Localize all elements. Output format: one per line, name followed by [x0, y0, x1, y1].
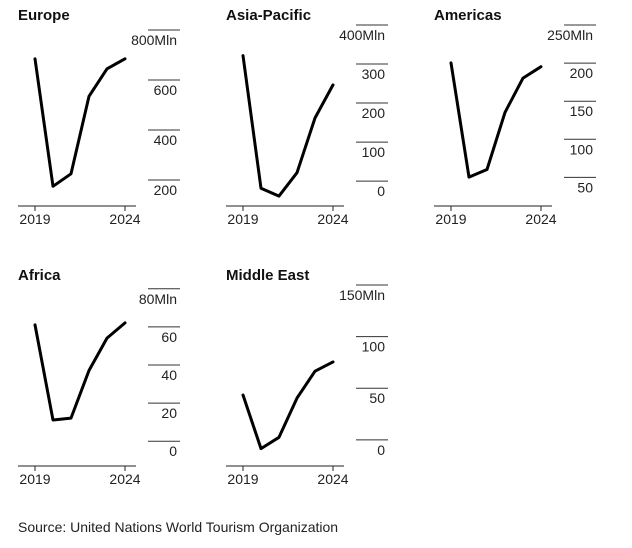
panel-africa: Africa 0 20 40 60 80Mln 2019 2024 [18, 267, 180, 487]
y-tick-label: 80Mln [139, 291, 177, 307]
x-tick-label: 2024 [525, 211, 556, 227]
data-point [52, 419, 55, 422]
panel-americas: Americas 50 100 150 200 250Mln 2019 2024 [434, 7, 596, 227]
data-point [242, 393, 245, 396]
panel-title-americas: Americas [434, 7, 502, 24]
data-point [70, 417, 73, 420]
source-note: Source: United Nations World Tourism Org… [18, 519, 339, 535]
x-tick-label: 2019 [19, 211, 50, 227]
data-point [242, 54, 245, 57]
data-point [314, 370, 317, 373]
data-point [296, 171, 299, 174]
data-point [540, 65, 543, 68]
data-point [88, 95, 91, 98]
x-tick-label: 2024 [317, 471, 348, 487]
panel-title-middle-east: Middle East [226, 267, 309, 284]
y-tick-label: 800Mln [131, 32, 177, 48]
data-point [52, 185, 55, 188]
y-tick-label: 0 [377, 183, 385, 199]
panel-asia-pacific: Asia-Pacific 0 100 200 300 400Mln 2019 2024 [226, 7, 388, 227]
x-tick-label: 2019 [19, 471, 50, 487]
x-tick-label: 2024 [109, 471, 140, 487]
data-point [70, 172, 73, 175]
y-tick-label: 200 [362, 105, 386, 121]
x-tick-label: 2019 [227, 471, 258, 487]
series-line-africa [33, 321, 127, 422]
data-point [522, 77, 525, 80]
y-tick-label: 200 [154, 182, 178, 198]
data-point [314, 117, 317, 120]
data-point [260, 447, 263, 450]
y-tick-label: 200 [570, 65, 594, 81]
panel-middle-east: Middle East 0 50 100 150Mln 2019 2024 [226, 267, 388, 487]
data-point [296, 397, 299, 400]
series-line-europe [33, 57, 127, 188]
y-tick-label: 400 [154, 132, 178, 148]
x-tick-label: 2024 [317, 211, 348, 227]
y-tick-label: 600 [154, 82, 178, 98]
x-tick-label: 2019 [435, 211, 466, 227]
data-point [504, 111, 507, 114]
y-tick-label: 60 [161, 329, 177, 345]
data-point [88, 369, 91, 372]
series-line-americas [449, 61, 543, 179]
panel-title-europe: Europe [18, 7, 70, 24]
y-tick-label: 300 [362, 66, 386, 82]
data-point [124, 57, 127, 60]
data-point [332, 83, 335, 86]
y-tick-label: 150 [570, 103, 594, 119]
x-tick-label: 2019 [227, 211, 258, 227]
data-point [278, 195, 281, 198]
data-point [34, 57, 37, 60]
data-point [468, 176, 471, 179]
y-tick-label: 50 [577, 179, 593, 195]
data-point [106, 337, 109, 340]
series-line-middle-east [241, 360, 335, 451]
y-tick-label: 0 [377, 442, 385, 458]
panel-title-africa: Africa [18, 267, 61, 284]
y-tick-label: 150Mln [339, 287, 385, 303]
y-tick-label: 100 [570, 141, 594, 157]
data-point [486, 168, 489, 171]
y-tick-label: 100 [362, 144, 386, 160]
panel-europe: Europe 200 400 600 800Mln 2019 2024 [18, 7, 180, 227]
panel-title-asia-pacific: Asia-Pacific [226, 7, 311, 24]
y-tick-label: 400Mln [339, 27, 385, 43]
data-point [34, 323, 37, 326]
y-tick-label: 20 [161, 405, 177, 421]
data-point [124, 321, 127, 324]
y-tick-label: 50 [369, 390, 385, 406]
y-tick-label: 0 [169, 443, 177, 459]
data-point [450, 61, 453, 64]
data-point [106, 67, 109, 70]
x-tick-label: 2024 [109, 211, 140, 227]
data-point [278, 436, 281, 439]
data-point [260, 187, 263, 190]
series-line-asia-pacific [241, 54, 335, 198]
y-tick-label: 40 [161, 367, 177, 383]
y-tick-label: 100 [362, 339, 386, 355]
data-point [332, 360, 335, 363]
y-tick-label: 250Mln [547, 27, 593, 43]
